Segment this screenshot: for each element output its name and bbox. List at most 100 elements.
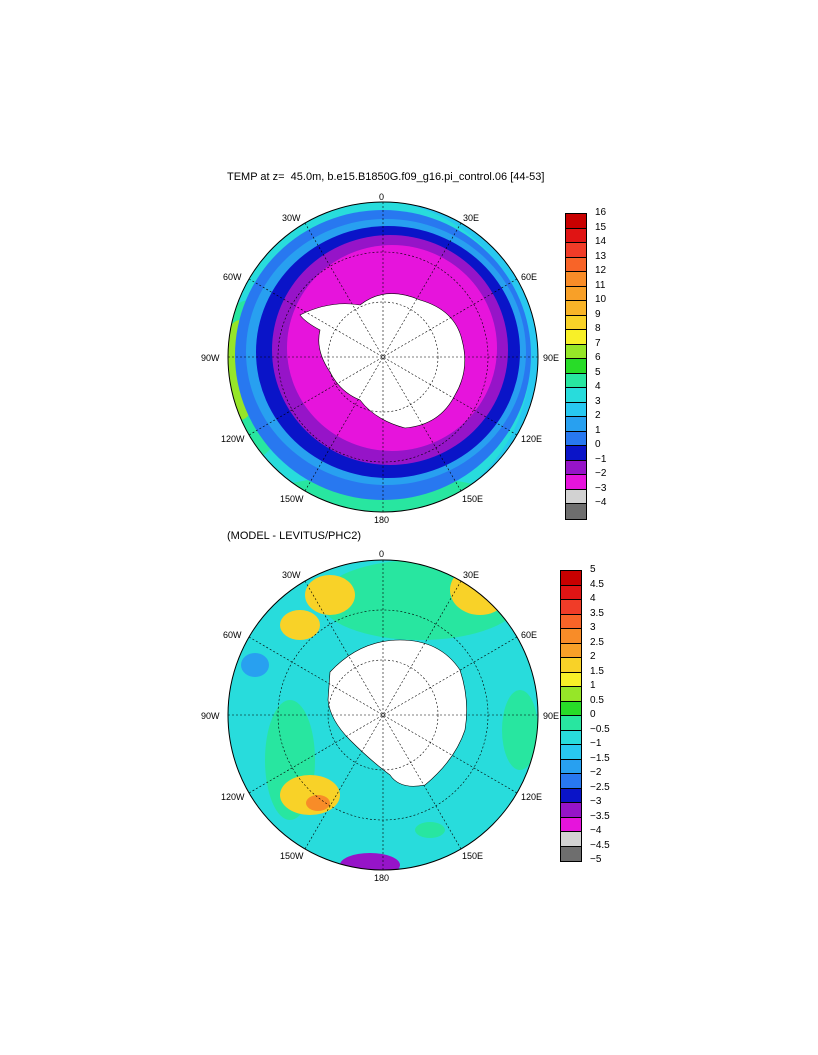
top-colorbar-swatch	[566, 359, 586, 374]
top-colorbar-level: 14	[595, 236, 607, 247]
top-colorbar-level: 1	[595, 424, 601, 436]
bottom-colorbar-level: −2	[590, 767, 602, 778]
bottom-colorbar	[560, 570, 582, 862]
bottom-colorbar-level: 3.5	[590, 607, 604, 619]
top-colorbar-swatch	[566, 489, 586, 504]
bottom-colorbar-swatch	[561, 629, 581, 644]
bottom-lon-180: 180	[374, 873, 390, 883]
top-lon-30e: 30E	[463, 213, 480, 223]
top-colorbar-level: 6	[595, 352, 601, 363]
top-colorbar-swatch	[566, 301, 586, 316]
top-colorbar-swatch	[566, 214, 586, 229]
top-colorbar-level: 8	[595, 323, 601, 334]
bottom-colorbar-level: −3.5	[590, 810, 610, 822]
bottom-colorbar-level: 2	[590, 651, 596, 662]
bottom-lon-90w: 90W	[201, 711, 220, 721]
top-lon-120w: 120W	[221, 434, 245, 444]
top-colorbar-swatch	[566, 388, 586, 403]
bottom-colorbar-swatch	[561, 730, 581, 745]
top-lon-60e: 60E	[521, 272, 538, 282]
top-colorbar-swatch	[566, 417, 586, 432]
bottom-colorbar-level: −0.5	[590, 723, 610, 735]
top-lon-180: 180	[374, 515, 390, 525]
top-colorbar-level: 16	[595, 207, 607, 218]
bottom-colorbar-level: −4	[590, 825, 602, 836]
top-title: TEMP at z= 45.0m, b.e15.B1850G.f09_g16.p…	[227, 171, 545, 183]
top-colorbar-swatch	[566, 228, 586, 243]
top-lon-90e: 90E	[543, 353, 560, 363]
bottom-colorbar-level: 4	[590, 593, 596, 604]
top-temperature-field	[228, 202, 538, 512]
bottom-lon-120w: 120W	[221, 792, 245, 802]
top-colorbar-level: 5	[595, 366, 601, 378]
top-colorbar-swatch	[566, 243, 586, 258]
top-colorbar-swatch	[566, 373, 586, 388]
top-graticule	[228, 202, 538, 512]
bottom-graticule	[228, 560, 538, 870]
bottom-colorbar-level: −1.5	[590, 752, 610, 764]
bottom-colorbar-swatch	[561, 716, 581, 731]
bottom-colorbar-swatch	[561, 817, 581, 832]
top-lon-120e: 120E	[521, 434, 543, 444]
top-colorbar-level: 7	[595, 337, 601, 349]
top-colorbar	[565, 213, 587, 520]
bottom-colorbar-swatch	[561, 571, 581, 586]
top-lon-60w: 60W	[223, 272, 242, 282]
top-colorbar-level: 2	[595, 410, 601, 421]
top-colorbar-level: 0	[595, 439, 601, 450]
top-colorbar-swatch	[566, 446, 586, 461]
bottom-lon-60e: 60E	[521, 630, 538, 640]
bottom-lon-30w: 30W	[282, 570, 301, 580]
bottom-colorbar-swatch	[561, 774, 581, 789]
bottom-colorbar-level: 0.5	[590, 694, 604, 706]
bottom-colorbar-swatch	[561, 687, 581, 702]
bottom-colorbar-level: −5	[590, 854, 602, 865]
top-colorbar-level: 11	[595, 279, 606, 291]
top-colorbar-level: 15	[595, 221, 607, 233]
top-colorbar-swatch	[566, 272, 586, 287]
bottom-lon-60w: 60W	[223, 630, 242, 640]
top-colorbar-level: −4	[595, 497, 607, 508]
bottom-colorbar-swatch	[561, 846, 581, 861]
bottom-lon-30e: 30E	[463, 570, 480, 580]
top-colorbar-level: 10	[595, 294, 607, 305]
bottom-colorbar-swatch	[561, 745, 581, 760]
top-colorbar-swatch	[566, 475, 586, 490]
top-colorbar-swatch	[566, 460, 586, 475]
bottom-colorbar-level: 1	[590, 680, 596, 691]
bottom-colorbar-level: 1.5	[590, 665, 604, 677]
bottom-lon-90e: 90E	[543, 711, 560, 721]
bottom-colorbar-swatch	[561, 672, 581, 687]
bottom-colorbar-level: 0	[590, 709, 596, 720]
top-lon-150e: 150E	[462, 494, 484, 504]
top-colorbar-level: 4	[595, 381, 601, 392]
top-colorbar-level: 13	[595, 250, 607, 262]
top-colorbar-swatch	[566, 315, 586, 330]
top-lon-150w: 150W	[280, 494, 304, 504]
bottom-colorbar-level: −1	[590, 738, 602, 749]
top-colorbar-swatch	[566, 402, 586, 417]
bottom-colorbar-level: 4.5	[590, 578, 604, 590]
top-lon-0: 0	[379, 192, 385, 202]
top-colorbar-swatch	[566, 330, 586, 345]
bottom-colorbar-swatch	[561, 658, 581, 673]
bottom-colorbar-level: −2.5	[590, 781, 610, 793]
bottom-colorbar-level: −3	[590, 796, 602, 807]
bottom-title: (MODEL - LEVITUS/PHC2)	[227, 530, 362, 542]
bottom-colorbar-swatch	[561, 643, 581, 658]
bottom-lon-120e: 120E	[521, 792, 543, 802]
top-colorbar-level: −3	[595, 482, 607, 494]
bottom-colorbar-level: −4.5	[590, 839, 610, 851]
top-colorbar-swatch	[566, 431, 586, 446]
bottom-lon-150w: 150W	[280, 851, 304, 861]
bottom-colorbar-swatch	[561, 600, 581, 615]
bottom-colorbar-level: 3	[590, 622, 596, 633]
bottom-colorbar-swatch	[561, 614, 581, 629]
top-colorbar-level: −2	[595, 468, 607, 479]
top-lon-30w: 30W	[282, 213, 301, 223]
bottom-colorbar-level: 5	[590, 564, 596, 575]
bottom-colorbar-swatch	[561, 788, 581, 803]
top-colorbar-level: 9	[595, 308, 601, 320]
top-colorbar-swatch	[566, 344, 586, 359]
